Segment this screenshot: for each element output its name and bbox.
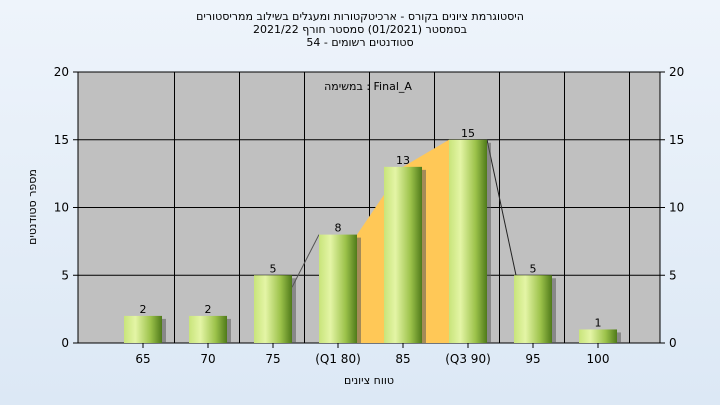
x-tick-label: 70 xyxy=(200,352,215,366)
y-tick-label-right: 0 xyxy=(669,336,677,350)
y-tick-label-left: 0 xyxy=(61,336,69,350)
y-tick-label-left: 5 xyxy=(61,268,69,282)
data-label: 5 xyxy=(270,262,277,275)
bar xyxy=(384,166,422,343)
y-axis-right: 0 5 10 15 20 xyxy=(660,65,684,350)
y-tick-label-right: 15 xyxy=(669,133,684,147)
x-tick-label: 85 xyxy=(395,352,410,366)
bar xyxy=(579,329,617,343)
data-label: 13 xyxy=(396,154,410,167)
data-labels: 2 2 5 8 13 15 5 1 xyxy=(140,127,602,330)
chart-title: היסטוגרמת ציונים בקורס - ארכיטקטורות ומע… xyxy=(196,10,524,49)
data-label: 8 xyxy=(335,222,342,235)
data-label: 5 xyxy=(530,262,537,275)
y-tick-label-right: 10 xyxy=(669,201,684,215)
data-label: 2 xyxy=(140,303,147,316)
x-tick-label: 95 xyxy=(525,352,540,366)
chart-title-line-1: היסטוגרמת ציונים בקורס - ארכיטקטורות ומע… xyxy=(196,10,524,23)
data-label: 1 xyxy=(595,316,602,329)
x-tick-label: 75 xyxy=(265,352,280,366)
x-tick-label: (Q3 90) xyxy=(445,352,491,366)
bar xyxy=(514,275,552,343)
y-tick-label-left: 10 xyxy=(54,201,69,215)
x-axis: 65 70 75 (Q1 80) 85 (Q3 90) 95 100 xyxy=(135,343,609,366)
y-axis-title: מספר סטודנטים xyxy=(26,169,39,245)
data-label: 15 xyxy=(461,127,475,140)
bar xyxy=(124,315,162,343)
y-tick-label-left: 20 xyxy=(54,65,69,79)
y-axis-left: 0 5 10 15 20 xyxy=(54,65,78,350)
bar xyxy=(189,315,227,343)
x-tick-label: (Q1 80) xyxy=(315,352,361,366)
y-tick-label-right: 20 xyxy=(669,65,684,79)
chart-title-line-2: בסמסטר (01/2021) סמסטר חורף 2021/22 xyxy=(253,23,467,36)
bar xyxy=(254,275,292,343)
y-tick-label-left: 15 xyxy=(54,133,69,147)
bar xyxy=(449,139,487,343)
data-label: 2 xyxy=(205,303,212,316)
chart-annotation: במשימה : Final_A xyxy=(324,80,412,93)
x-axis-title: טווח ציונים xyxy=(344,374,394,387)
bars xyxy=(124,139,621,343)
connector-line-right xyxy=(486,139,517,276)
x-tick-label: 100 xyxy=(587,352,610,366)
connector-line-left xyxy=(291,234,320,288)
y-tick-label-right: 5 xyxy=(669,268,677,282)
chart-title-line-3: סטודנטים רשומים - 54 xyxy=(306,36,413,49)
x-tick-label: 65 xyxy=(135,352,150,366)
bar xyxy=(319,234,357,343)
